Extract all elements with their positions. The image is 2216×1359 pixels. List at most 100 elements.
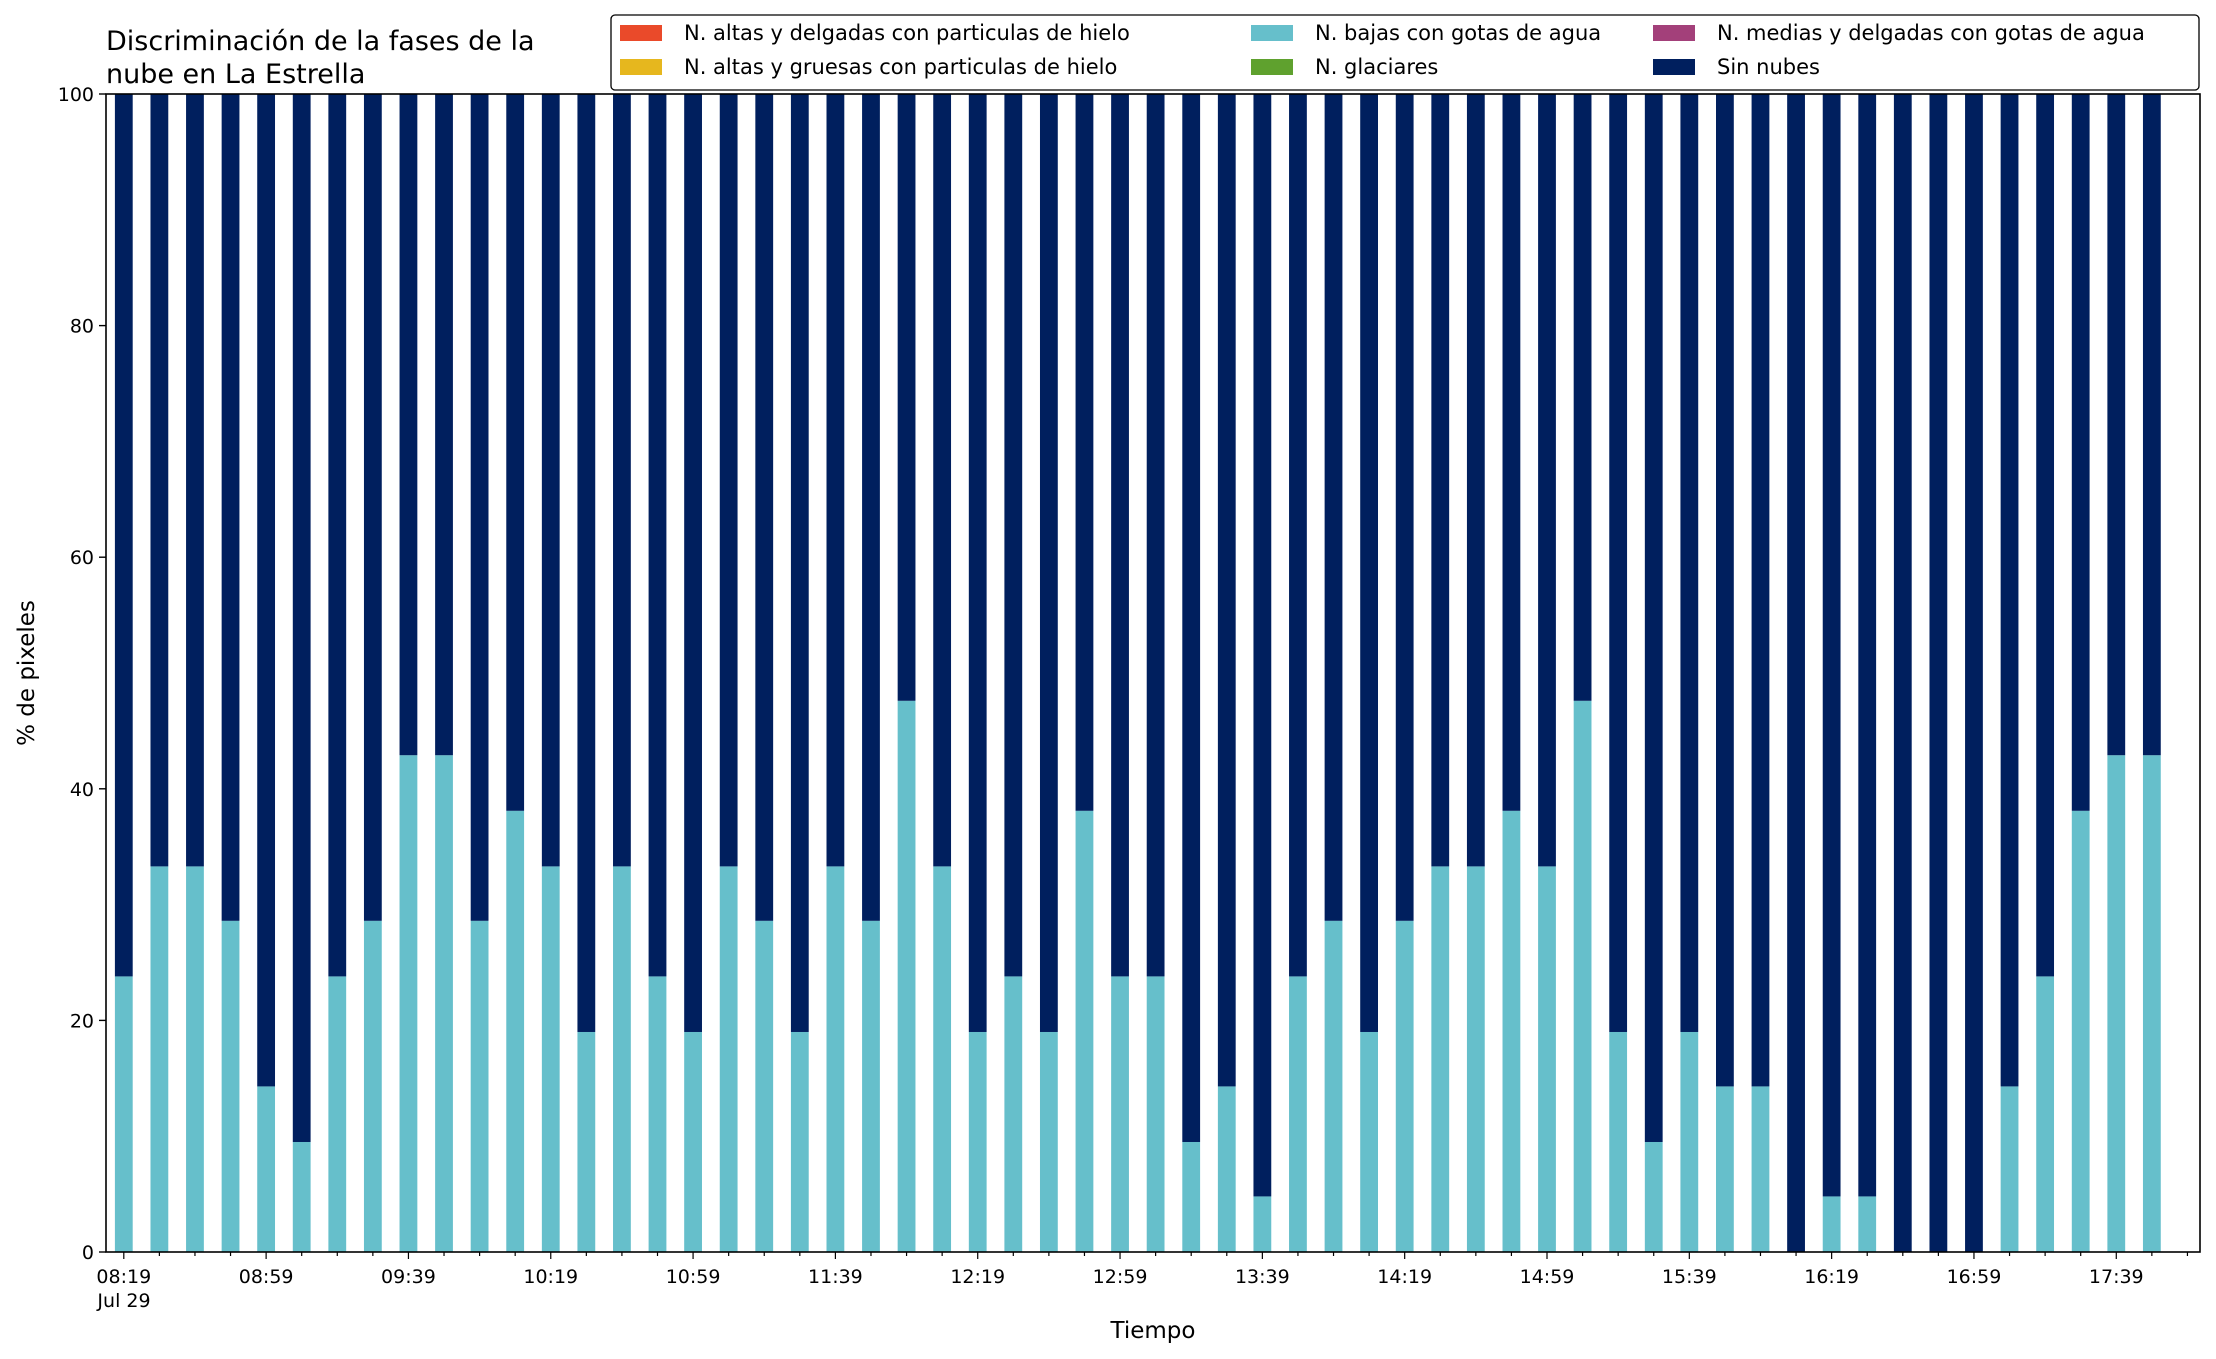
x-tick-label: 17:39 [2089,1266,2144,1288]
bar-segment [755,94,774,921]
bar-segment [577,94,596,1032]
legend-label: N. bajas con gotas de agua [1315,21,1601,45]
bar-segment [719,866,738,1252]
legend-label: N. altas y delgadas con particulas de hi… [684,21,1130,45]
bar-segment [1609,1031,1628,1252]
legend-swatch [620,25,662,41]
legend-swatch [1251,59,1293,75]
bar-segment [541,94,560,867]
legend-label: N. altas y gruesas con particulas de hie… [684,55,1117,79]
bar-segment [968,1031,987,1252]
x-tick-label: 11:39 [808,1266,863,1288]
bar-segment [1324,920,1343,1252]
bar-segment [1538,866,1556,1252]
y-tick-label: 40 [70,779,94,801]
bar-segment [1075,810,1094,1252]
chart-title: Discriminación de la fases de la nube en… [106,26,535,90]
x-tick-label: 08:19 [96,1266,151,1288]
x-tick-label: 13:39 [1235,1266,1290,1288]
bar-segment [114,976,133,1252]
bar-segment [826,866,845,1252]
bar-segment [1787,94,1805,1252]
bar-segment [1751,1086,1770,1252]
bar-segment [1217,1086,1236,1252]
bar-segment [328,94,347,977]
legend-swatch [1653,59,1695,75]
bar-segment [826,94,845,867]
bar-segment [1253,1196,1272,1252]
bar-segment [1466,866,1485,1252]
x-tick-label: 10:59 [666,1266,721,1288]
bar-segment [150,866,169,1252]
bar-segment [1466,94,1485,867]
bar-segment [1004,976,1023,1252]
bar-segment [541,866,560,1252]
x-tick-label: 14:19 [1377,1266,1432,1288]
bar-segment [1111,976,1129,1252]
bar-segment [150,94,169,867]
bar-segment [755,920,774,1252]
bar-segment [221,920,240,1252]
bar-segment [1431,866,1450,1252]
bar-segment [1573,700,1592,1252]
bar-segment [2036,94,2055,977]
bar-segment [1182,94,1201,1142]
x-tick-label: 10:19 [523,1266,578,1288]
bar-segment [363,920,382,1252]
bar-segment [1858,94,1877,1197]
bar-segment [328,976,347,1252]
bar-segment [506,94,525,811]
legend-frame [610,14,2200,91]
bars-layer [114,94,2161,1252]
bar-segment [186,94,204,867]
bar-segment [470,94,489,921]
bar-segment [1965,94,1983,1252]
bar-segment [399,94,418,756]
bar-segment [257,1086,276,1252]
y-tick-label: 100 [58,84,94,106]
x-tick-label: 16:59 [1947,1266,2002,1288]
bar-segment [1253,94,1272,1197]
bar-segment [719,94,738,867]
bar-segment [1716,94,1734,1087]
bar-segment [648,976,667,1252]
bar-segment [1039,94,1058,1032]
bar-segment [292,1141,311,1252]
bar-segment [1431,94,1450,867]
bar-segment [1573,94,1592,701]
y-axis-label: % de pixeles [14,600,40,746]
y-tick-label: 20 [70,1010,94,1032]
bar-segment [1502,94,1521,811]
bar-segment [1680,94,1699,1032]
bar-segment [470,920,489,1252]
bar-segment [933,94,952,867]
bar-segment [292,94,311,1142]
bar-segment [435,94,453,756]
bar-segment [1360,94,1378,1032]
bar-segment [1609,94,1628,1032]
bar-segment [648,94,667,977]
bar-segment [1751,94,1770,1087]
x-tick-label: 14:59 [1520,1266,1575,1288]
bar-segment [1075,94,1094,811]
bar-segment [1182,1141,1201,1252]
legend: N. altas y delgadas con particulas de hi… [610,14,2200,91]
chart-title-line-1: Discriminación de la fases de la [106,26,535,57]
legend-swatch [620,59,662,75]
bar-segment [1929,94,1948,1252]
bar-segment [1502,810,1521,1252]
x-tick-label: 15:39 [1662,1266,1717,1288]
bar-segment [2107,755,2126,1252]
bar-segment [2142,94,2161,756]
bar-segment [1289,976,1307,1252]
bar-segment [577,1031,596,1252]
bar-segment [1146,94,1165,977]
bar-segment [933,866,952,1252]
legend-label: N. glaciares [1315,55,1438,79]
x-tick-label: 08:59 [239,1266,294,1288]
bar-segment [1146,976,1165,1252]
bar-segment [790,1031,809,1252]
x-tick-label: 09:39 [381,1266,436,1288]
